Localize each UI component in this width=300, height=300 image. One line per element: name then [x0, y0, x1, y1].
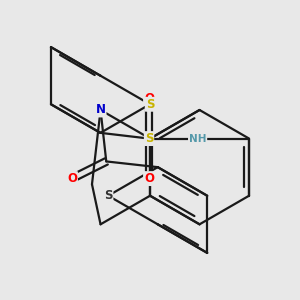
- Text: O: O: [144, 172, 154, 185]
- Text: S: S: [104, 189, 112, 202]
- Text: S: S: [146, 98, 154, 111]
- Text: O: O: [144, 92, 154, 105]
- Text: S: S: [145, 132, 153, 145]
- Text: O: O: [67, 172, 77, 185]
- Text: NH: NH: [189, 134, 206, 144]
- Text: N: N: [96, 103, 106, 116]
